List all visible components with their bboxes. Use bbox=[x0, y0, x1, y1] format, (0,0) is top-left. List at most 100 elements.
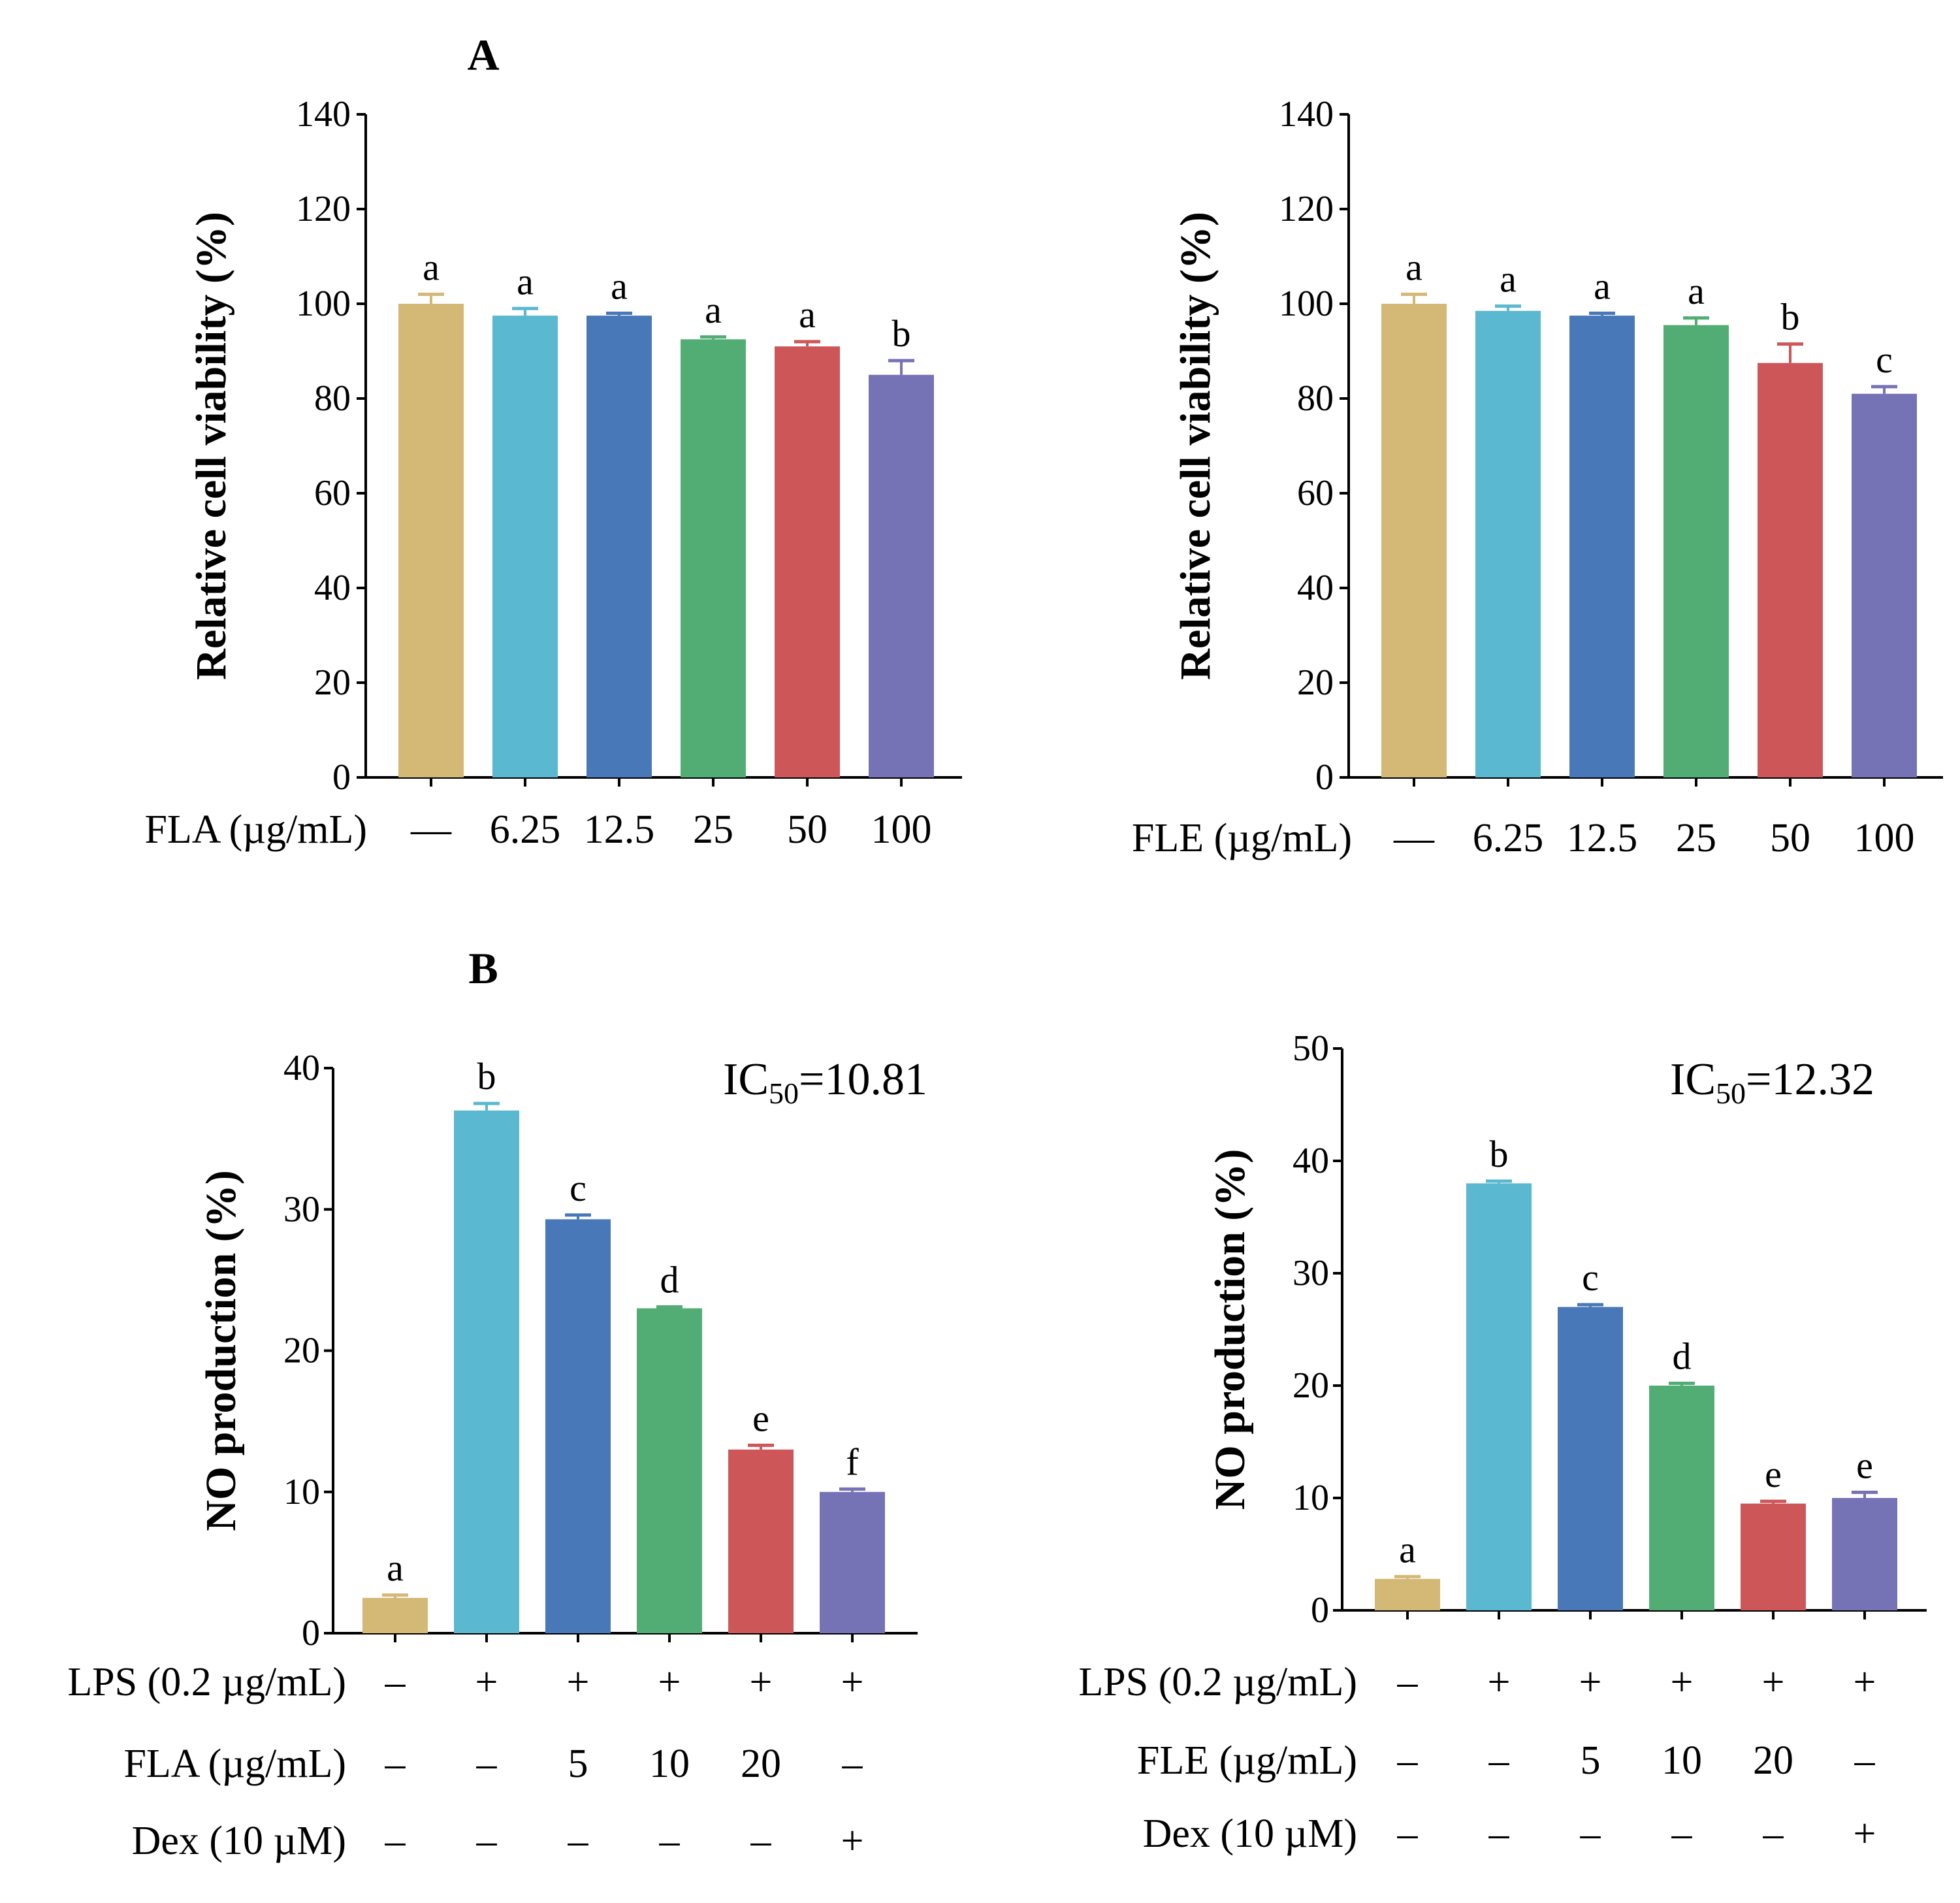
significance-label: e bbox=[752, 1397, 769, 1439]
x-tick-label: – bbox=[750, 1819, 772, 1863]
x-tick-label: — bbox=[410, 807, 452, 852]
significance-label: a bbox=[611, 265, 628, 308]
y-tick-label: 20 bbox=[283, 1331, 320, 1371]
x-tick-label: 50 bbox=[1770, 816, 1810, 860]
x-tick-label: – bbox=[1397, 1812, 1419, 1856]
ic50-annotation: IC50=10.81 bbox=[723, 1054, 927, 1110]
x-tick-label: + bbox=[1762, 1660, 1785, 1704]
x-tick-label: 6.25 bbox=[1473, 816, 1544, 860]
bar bbox=[728, 1449, 794, 1633]
y-tick-label: 20 bbox=[1293, 1365, 1329, 1406]
bar bbox=[362, 1597, 428, 1633]
y-axis-title: Relative cell viability (%) bbox=[187, 212, 235, 680]
panel-label-b: B bbox=[468, 943, 498, 993]
bar bbox=[1663, 325, 1729, 777]
row-label: LPS (0.2 µg/mL) bbox=[67, 1660, 346, 1704]
y-tick-label: 50 bbox=[1293, 1028, 1329, 1069]
bar bbox=[1558, 1307, 1623, 1610]
x-tick-label: — bbox=[1393, 816, 1435, 860]
row-label: Dex (10 µM) bbox=[132, 1819, 346, 1863]
y-tick-label: 100 bbox=[1279, 284, 1334, 324]
chart-b-left: 0 10 20 30 40 NO production (%) a b c d e f LPS (0.2… bbox=[67, 1048, 927, 1863]
significance-label: f bbox=[846, 1440, 859, 1483]
bar bbox=[1852, 393, 1917, 777]
y-tick-label: 30 bbox=[283, 1189, 320, 1229]
bar bbox=[681, 339, 746, 777]
x-tick-label: – bbox=[476, 1819, 498, 1863]
significance-label: a bbox=[799, 293, 816, 336]
x-tick-label: – bbox=[385, 1660, 406, 1704]
x-tick-label: – bbox=[476, 1742, 498, 1786]
x-tick-label: 6.25 bbox=[490, 807, 561, 852]
y-tick-label: 0 bbox=[332, 757, 351, 798]
x-tick-label: + bbox=[658, 1660, 681, 1704]
significance-label: a bbox=[1399, 1528, 1416, 1570]
significance-label: a bbox=[1500, 258, 1517, 301]
y-tick-label: 0 bbox=[1311, 1590, 1329, 1631]
significance-label: a bbox=[1594, 265, 1611, 308]
y-tick-label: 20 bbox=[314, 662, 351, 703]
y-tick-label: 60 bbox=[1297, 473, 1334, 513]
bar bbox=[775, 346, 840, 777]
y-tick-label: 140 bbox=[296, 94, 351, 135]
x-tick-label: 100 bbox=[871, 807, 932, 852]
x-tick-label: 5 bbox=[568, 1742, 588, 1786]
x-tick-label: + bbox=[567, 1660, 590, 1704]
chart-b-right: 0 10 20 30 40 50 NO production (%) a b c d e e LPS (0… bbox=[1078, 1028, 1927, 1856]
y-tick-label: 120 bbox=[1279, 189, 1334, 229]
significance-label: e bbox=[1856, 1444, 1873, 1486]
y-axis-title: NO production (%) bbox=[197, 1170, 245, 1531]
significance-label: a bbox=[1406, 246, 1422, 289]
bar bbox=[1741, 1503, 1806, 1610]
significance-label: e bbox=[1765, 1453, 1782, 1495]
bar bbox=[545, 1219, 611, 1633]
x-tick-label: 5 bbox=[1581, 1738, 1601, 1783]
y-tick-label: 40 bbox=[1293, 1141, 1329, 1181]
x-tick-label: + bbox=[1854, 1812, 1876, 1856]
significance-label: a bbox=[387, 1547, 404, 1589]
row-label: FLE (µg/mL) bbox=[1137, 1738, 1357, 1783]
y-tick-label: 80 bbox=[1297, 378, 1334, 419]
significance-label: c bbox=[1582, 1256, 1599, 1299]
bar bbox=[1649, 1386, 1714, 1610]
row-label: Dex (10 µM) bbox=[1143, 1812, 1357, 1856]
row-label: LPS (0.2 µg/mL) bbox=[1078, 1660, 1357, 1704]
y-tick-label: 0 bbox=[302, 1613, 320, 1653]
x-tick-label: 12.5 bbox=[1567, 816, 1638, 860]
significance-label: a bbox=[423, 246, 440, 289]
x-tick-label: 25 bbox=[1676, 816, 1716, 860]
x-tick-label: – bbox=[1488, 1812, 1510, 1856]
x-tick-label: – bbox=[659, 1819, 681, 1863]
significance-label: a bbox=[1688, 270, 1705, 312]
significance-label: b bbox=[1490, 1133, 1509, 1175]
x-tick-label: 10 bbox=[1662, 1738, 1702, 1783]
bar bbox=[1466, 1183, 1532, 1610]
x-tick-label: + bbox=[1579, 1660, 1602, 1704]
y-tick-label: 100 bbox=[296, 284, 351, 324]
y-axis-title: Relative cell viability (%) bbox=[1172, 212, 1219, 680]
chart-a-right: 0 20 40 60 80 100 120 140 Relative cell viabilit… bbox=[1132, 94, 1943, 860]
y-tick-label: 80 bbox=[314, 378, 351, 419]
x-tick-label: 10 bbox=[649, 1742, 690, 1786]
x-tick-label: – bbox=[842, 1742, 863, 1786]
bar bbox=[398, 304, 464, 777]
x-tick-label: – bbox=[568, 1819, 589, 1863]
x-tick-label: – bbox=[1397, 1660, 1419, 1704]
x-tick-label: – bbox=[1397, 1738, 1419, 1783]
significance-label: b bbox=[892, 312, 911, 355]
y-tick-label: 30 bbox=[1293, 1253, 1329, 1293]
y-tick-label: 10 bbox=[1293, 1478, 1329, 1518]
significance-label: d bbox=[660, 1258, 679, 1301]
x-tick-label: + bbox=[1488, 1660, 1511, 1704]
row-label: FLA (µg/mL) bbox=[144, 807, 367, 852]
chart-a-left: 0 20 40 60 80 100 120 140 Relative cell viabilit… bbox=[144, 94, 962, 852]
x-tick-label: 25 bbox=[693, 807, 733, 852]
significance-label: b bbox=[1781, 296, 1800, 338]
row-label: FLE (µg/mL) bbox=[1132, 816, 1352, 860]
ic50-annotation: IC50=12.32 bbox=[1670, 1054, 1874, 1110]
bar bbox=[1758, 363, 1823, 777]
y-tick-label: 40 bbox=[314, 568, 351, 608]
x-tick-label: 50 bbox=[787, 807, 827, 852]
significance-label: a bbox=[705, 289, 722, 331]
x-tick-label: – bbox=[1488, 1738, 1510, 1783]
